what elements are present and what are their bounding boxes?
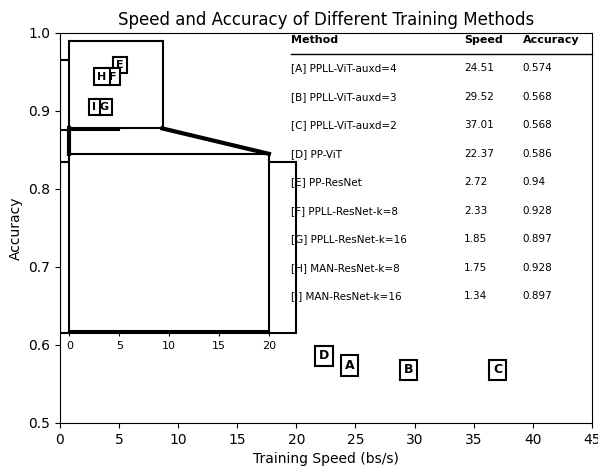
Text: 2.33: 2.33 <box>464 206 487 216</box>
Text: [G] PPLL-ResNet-k=16: [G] PPLL-ResNet-k=16 <box>291 234 407 244</box>
Text: 0.568: 0.568 <box>523 120 553 130</box>
Text: 0.897: 0.897 <box>523 234 553 244</box>
Text: Speed: Speed <box>464 35 503 45</box>
Text: E: E <box>88 73 96 86</box>
Text: [C] PPLL-ViT-auxd=2: [C] PPLL-ViT-auxd=2 <box>291 120 397 130</box>
Text: 0.897: 0.897 <box>523 291 553 301</box>
Text: I: I <box>74 107 78 120</box>
Text: 0.94: 0.94 <box>523 177 546 187</box>
Text: 0.928: 0.928 <box>523 206 553 216</box>
Text: 1.75: 1.75 <box>464 263 487 273</box>
Text: H: H <box>75 83 86 95</box>
Y-axis label: Accuracy: Accuracy <box>8 196 23 260</box>
Text: Accuracy: Accuracy <box>523 35 579 45</box>
Text: [H] MAN-ResNet-k=8: [H] MAN-ResNet-k=8 <box>291 263 400 273</box>
Text: [D] PP-ViT: [D] PP-ViT <box>291 149 342 159</box>
Text: 0.586: 0.586 <box>523 149 553 159</box>
Text: B: B <box>404 363 414 376</box>
Text: 37.01: 37.01 <box>464 120 494 130</box>
Text: [F] PPLL-ResNet-k=8: [F] PPLL-ResNet-k=8 <box>291 206 398 216</box>
Text: 0.574: 0.574 <box>523 63 553 73</box>
Text: 2.72: 2.72 <box>464 177 487 187</box>
Text: A: A <box>345 359 355 372</box>
Text: [I] MAN-ResNet-k=16: [I] MAN-ResNet-k=16 <box>291 291 402 301</box>
Text: [A] PPLL-ViT-auxd=4: [A] PPLL-ViT-auxd=4 <box>291 63 397 73</box>
Title: Speed and Accuracy of Different Training Methods: Speed and Accuracy of Different Training… <box>118 10 534 29</box>
Text: C: C <box>493 363 502 376</box>
Text: 1.85: 1.85 <box>464 234 487 244</box>
Text: D: D <box>319 349 329 362</box>
Text: [B] PPLL-ViT-auxd=3: [B] PPLL-ViT-auxd=3 <box>291 92 397 102</box>
Text: Method: Method <box>291 35 338 45</box>
Text: 24.51: 24.51 <box>464 63 494 73</box>
Text: 0.928: 0.928 <box>523 263 553 273</box>
Bar <box>60 162 297 333</box>
Text: G: G <box>77 107 87 120</box>
Text: 22.37: 22.37 <box>464 149 494 159</box>
Text: F: F <box>83 83 91 95</box>
X-axis label: Training Speed (bs/s): Training Speed (bs/s) <box>253 452 399 466</box>
Text: 0.568: 0.568 <box>523 92 553 102</box>
Text: 29.52: 29.52 <box>464 92 494 102</box>
Bar <box>60 60 119 130</box>
Text: 1.34: 1.34 <box>464 291 487 301</box>
Text: [E] PP-ResNet: [E] PP-ResNet <box>291 177 362 187</box>
